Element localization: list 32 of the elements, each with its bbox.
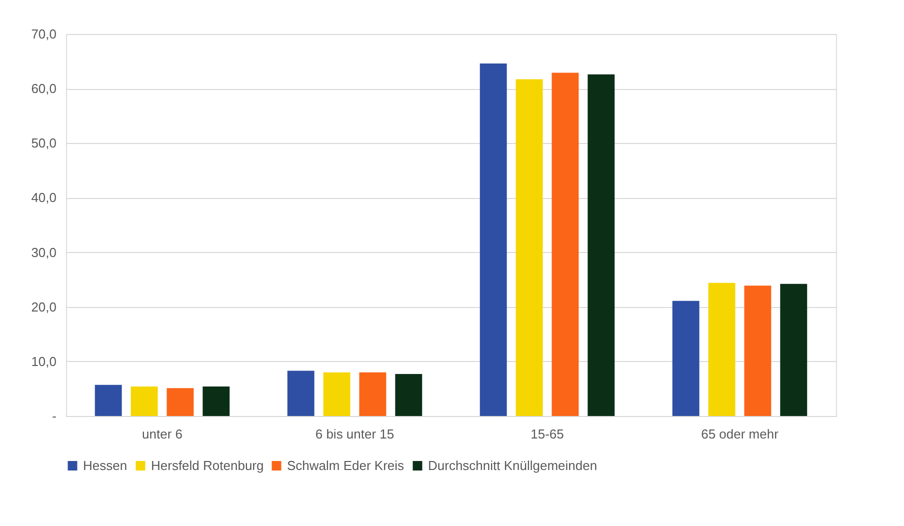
y-tick-label: 70,0 xyxy=(31,26,56,42)
bar xyxy=(287,370,314,416)
bar xyxy=(588,74,615,416)
y-tick-label: 10,0 xyxy=(31,354,56,369)
legend-label: Hessen xyxy=(83,458,128,473)
x-tick-label: 15-65 xyxy=(530,426,564,442)
bar xyxy=(395,374,422,416)
bar xyxy=(94,384,122,416)
y-tick-label: - xyxy=(52,408,56,424)
bar xyxy=(708,282,736,416)
y-tick-label: 50,0 xyxy=(31,136,56,151)
bar xyxy=(323,372,350,416)
y-tick-label: 20,0 xyxy=(31,299,56,314)
x-tick-label: 6 bis unter 15 xyxy=(315,426,394,442)
bar xyxy=(166,388,194,416)
x-tick-label: 65 oder mehr xyxy=(701,426,780,442)
bar xyxy=(202,386,230,416)
y-tick-label: 40,0 xyxy=(31,190,56,206)
bar xyxy=(359,372,386,416)
bar xyxy=(780,284,808,416)
legend-label: Durchschnitt Knüllgemeinden xyxy=(428,458,598,473)
y-tick-label: 30,0 xyxy=(31,244,56,260)
x-tick-label: unter 6 xyxy=(142,426,182,442)
bar xyxy=(552,72,579,416)
legend-label: Schwalm Eder Kreis xyxy=(287,458,405,473)
legend-label: Hersfeld Rotenburg xyxy=(151,458,264,473)
bar xyxy=(480,63,507,416)
bar xyxy=(672,300,700,416)
y-tick-label: 60,0 xyxy=(31,81,56,96)
bar xyxy=(130,386,158,416)
bar xyxy=(516,79,543,416)
bar xyxy=(744,286,772,416)
